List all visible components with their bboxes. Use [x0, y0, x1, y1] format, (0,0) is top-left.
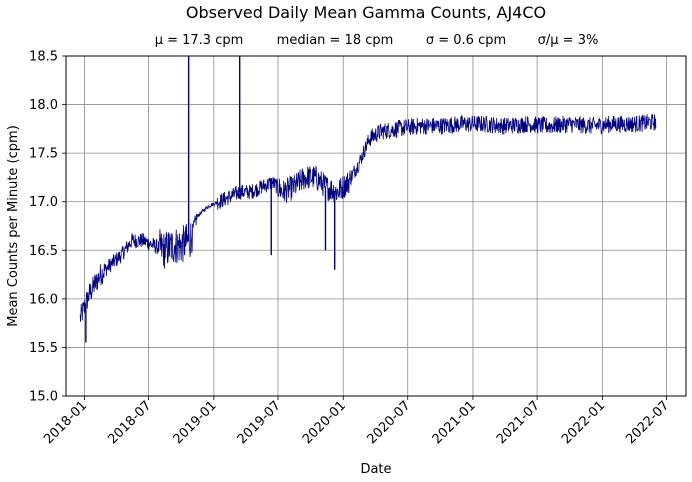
- subtitle-median: median = 18 cpm: [277, 33, 394, 48]
- series-line: [79, 114, 657, 322]
- x-tick-label: 2021-07: [494, 398, 543, 447]
- x-tick-label: 2018-01: [41, 398, 90, 447]
- subtitle-sigma: σ = 0.6 cpm: [426, 33, 506, 48]
- x-axis-label: Date: [360, 462, 391, 477]
- y-axis-label: Mean Counts per Minute (cpm): [6, 125, 21, 327]
- x-tick-label: 2022-07: [623, 398, 672, 447]
- y-tick-label: 17.0: [29, 195, 58, 210]
- data-series: [79, 56, 657, 343]
- x-tick-label: 2022-01: [559, 398, 608, 447]
- x-tick-label: 2019-01: [171, 398, 220, 447]
- y-tick-label: 18.0: [29, 98, 58, 113]
- x-tick-label: 2020-07: [365, 398, 414, 447]
- x-tick-label: 2020-01: [300, 398, 349, 447]
- y-tick-label: 16.0: [29, 292, 58, 307]
- subtitle-ratio: σ/μ = 3%: [538, 33, 599, 48]
- x-tick-label: 2018-07: [105, 398, 154, 447]
- x-tick-label: 2021-01: [430, 398, 479, 447]
- subtitle-mean: μ = 17.3 cpm: [155, 33, 244, 48]
- y-tick-label: 16.5: [29, 244, 58, 259]
- y-tick-label: 18.5: [29, 50, 58, 65]
- y-tick-label: 17.5: [29, 147, 58, 162]
- chart-title: Observed Daily Mean Gamma Counts, AJ4CO: [186, 3, 546, 22]
- y-tick-label: 15.0: [29, 390, 58, 405]
- grid: [66, 55, 686, 397]
- y-tick-label: 15.5: [29, 341, 58, 356]
- x-tick-label: 2019-07: [235, 398, 284, 447]
- plot-frame: [65, 55, 687, 397]
